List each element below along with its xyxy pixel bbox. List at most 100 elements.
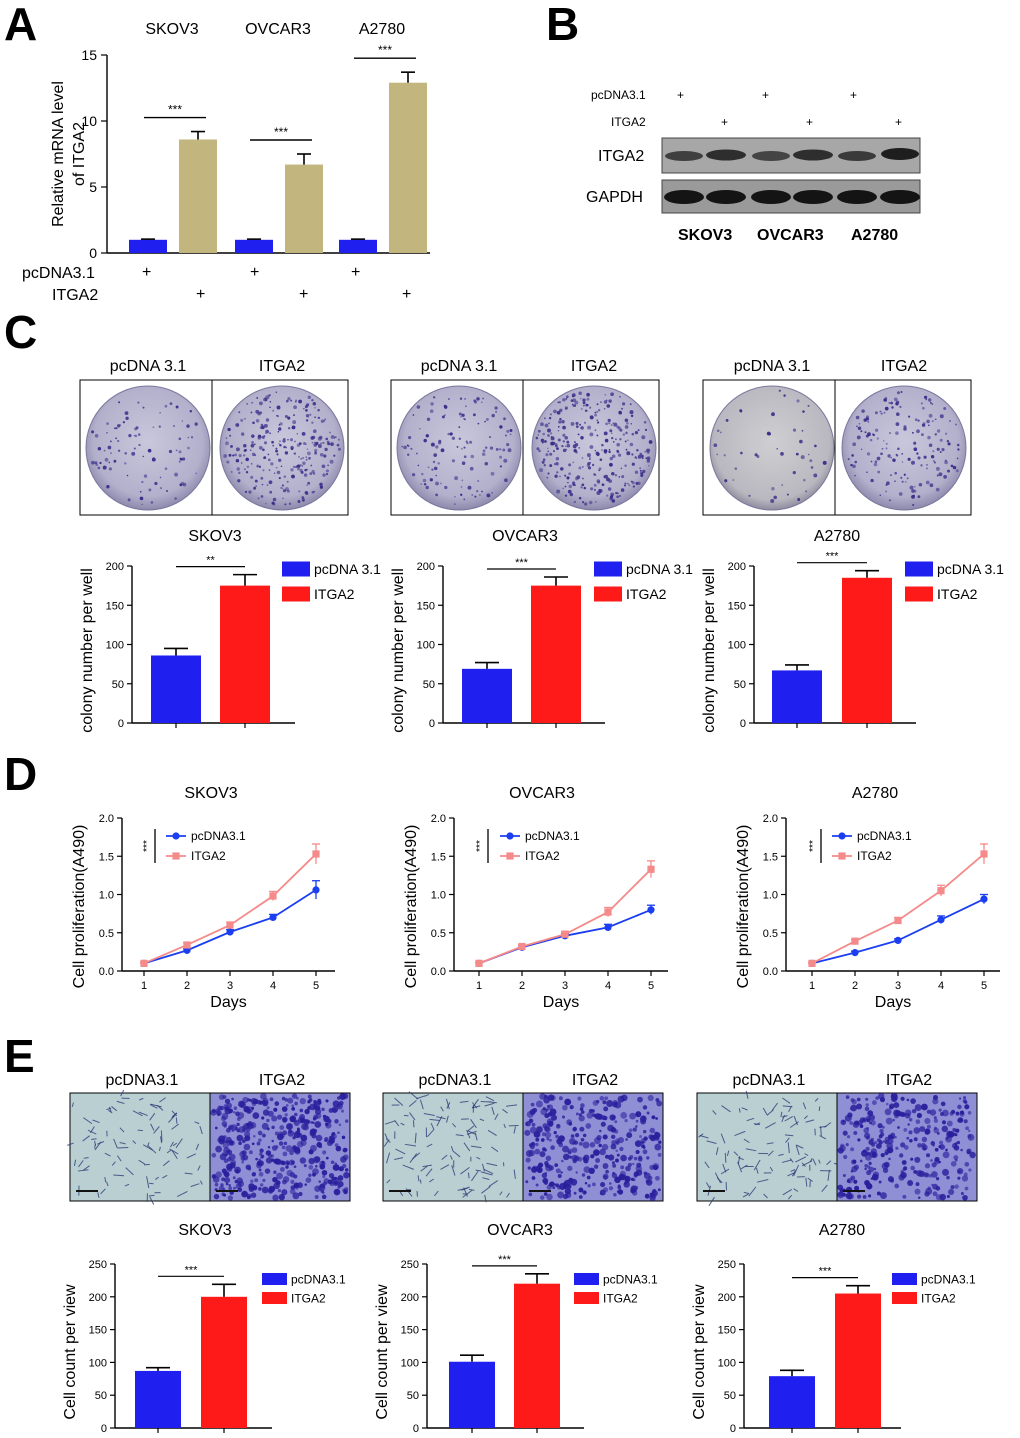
colony-dot: [589, 445, 594, 449]
cell-mark: [778, 1153, 784, 1156]
cell-mark: [787, 1142, 790, 1154]
legend-label: pcDNA3.1: [921, 1272, 976, 1286]
image-label: ITGA2: [572, 1072, 618, 1089]
colony-dot: [562, 487, 564, 490]
cell-mark: [856, 1097, 861, 1102]
cell-mark: [244, 1131, 251, 1138]
cell-mark: [648, 1134, 654, 1140]
cell-mark: [282, 1118, 287, 1123]
cell-mark: [584, 1181, 588, 1185]
cell-mark: [957, 1117, 964, 1123]
colony-dot: [624, 484, 626, 487]
cell-mark: [654, 1143, 662, 1151]
micrograph: [382, 1092, 524, 1202]
colony-dot: [566, 440, 570, 444]
colony-dot: [314, 451, 317, 454]
chart-title: SKOV3: [178, 1222, 231, 1239]
x-tick-label: 3: [227, 980, 233, 992]
cell-mark: [926, 1153, 930, 1158]
cell-mark: [303, 1164, 307, 1168]
cell-mark: [459, 1100, 469, 1103]
cell-mark: [595, 1158, 601, 1163]
colony-dot: [114, 427, 116, 430]
colony-dot: [739, 409, 743, 413]
cell-mark: [525, 1120, 531, 1127]
cell-mark: [213, 1193, 220, 1200]
colony-dot: [333, 454, 336, 457]
cell-mark: [455, 1134, 464, 1137]
colony-dot: [139, 496, 144, 501]
colony-dot: [949, 419, 951, 422]
colony-dot: [329, 431, 331, 434]
colony-dot: [490, 471, 495, 476]
cell-mark: [745, 1148, 757, 1152]
cell-mark: [250, 1192, 257, 1198]
cell-mark: [939, 1140, 944, 1145]
cell-mark: [843, 1154, 848, 1160]
colony-dot: [917, 495, 921, 499]
legend-swatch: [594, 586, 622, 602]
colony-dot: [479, 494, 481, 496]
colony-dot: [308, 456, 311, 460]
cell-mark: [795, 1156, 807, 1163]
cell-mark: [866, 1170, 872, 1176]
colony-dot: [938, 472, 943, 477]
cell-mark: [530, 1141, 536, 1147]
colony-dot: [504, 434, 507, 437]
cell-mark: [314, 1121, 322, 1128]
colony-dot: [275, 447, 278, 450]
colony-dot: [458, 426, 461, 429]
cell-mark: [818, 1106, 821, 1112]
colony-dot: [591, 463, 595, 467]
cell-mark: [125, 1167, 134, 1176]
plus-mark: +: [850, 88, 857, 102]
cell-mark: [933, 1116, 937, 1120]
colony-dot: [128, 434, 132, 438]
colony-dot: [152, 456, 155, 459]
bar: [769, 1376, 815, 1428]
legend-label: ITGA2: [525, 849, 560, 863]
cell-mark: [330, 1160, 335, 1165]
cell-mark: [870, 1177, 874, 1180]
cell-mark: [903, 1145, 909, 1150]
blot-row-label-gapdh: GAPDH: [586, 189, 643, 206]
colony-dot: [748, 494, 751, 497]
cell-mark: [562, 1104, 568, 1111]
bar: [531, 585, 581, 723]
cell-mark: [963, 1096, 967, 1100]
colony-dot: [506, 443, 510, 447]
colony-dot: [263, 397, 267, 402]
culture-dish: [219, 385, 345, 511]
colony-dot: [619, 395, 621, 398]
colony-dot: [589, 432, 594, 437]
colony-dot: [265, 502, 267, 505]
cell-mark: [73, 1159, 77, 1166]
x-tick-label: 2: [184, 980, 190, 992]
colony-dot: [482, 397, 484, 400]
colony-dot: [287, 438, 289, 441]
colony-dot: [286, 480, 289, 483]
cell-mark: [266, 1118, 270, 1123]
cell-mark: [331, 1132, 335, 1137]
cell-mark: [307, 1094, 312, 1099]
cell-mark: [579, 1107, 584, 1111]
y-axis-label: colony number per well: [390, 568, 407, 733]
colony-dot: [580, 426, 584, 430]
cell-mark: [155, 1176, 160, 1180]
cell-mark: [916, 1170, 924, 1177]
cell-mark: [900, 1170, 904, 1174]
cell-mark: [463, 1142, 471, 1152]
colony-dot: [304, 405, 308, 409]
plus-mark: +: [250, 264, 259, 281]
chart-title: SKOV3: [188, 528, 241, 545]
colony-dot: [562, 426, 565, 429]
colony-dot: [548, 422, 550, 425]
colony-dot: [323, 454, 327, 458]
cell-mark: [271, 1115, 278, 1122]
cell-mark: [259, 1148, 264, 1153]
colony-dot: [598, 469, 601, 472]
colony-dot: [488, 436, 492, 439]
bar: [462, 668, 512, 723]
colony-dot: [895, 402, 899, 406]
colony-dot: [536, 447, 540, 451]
